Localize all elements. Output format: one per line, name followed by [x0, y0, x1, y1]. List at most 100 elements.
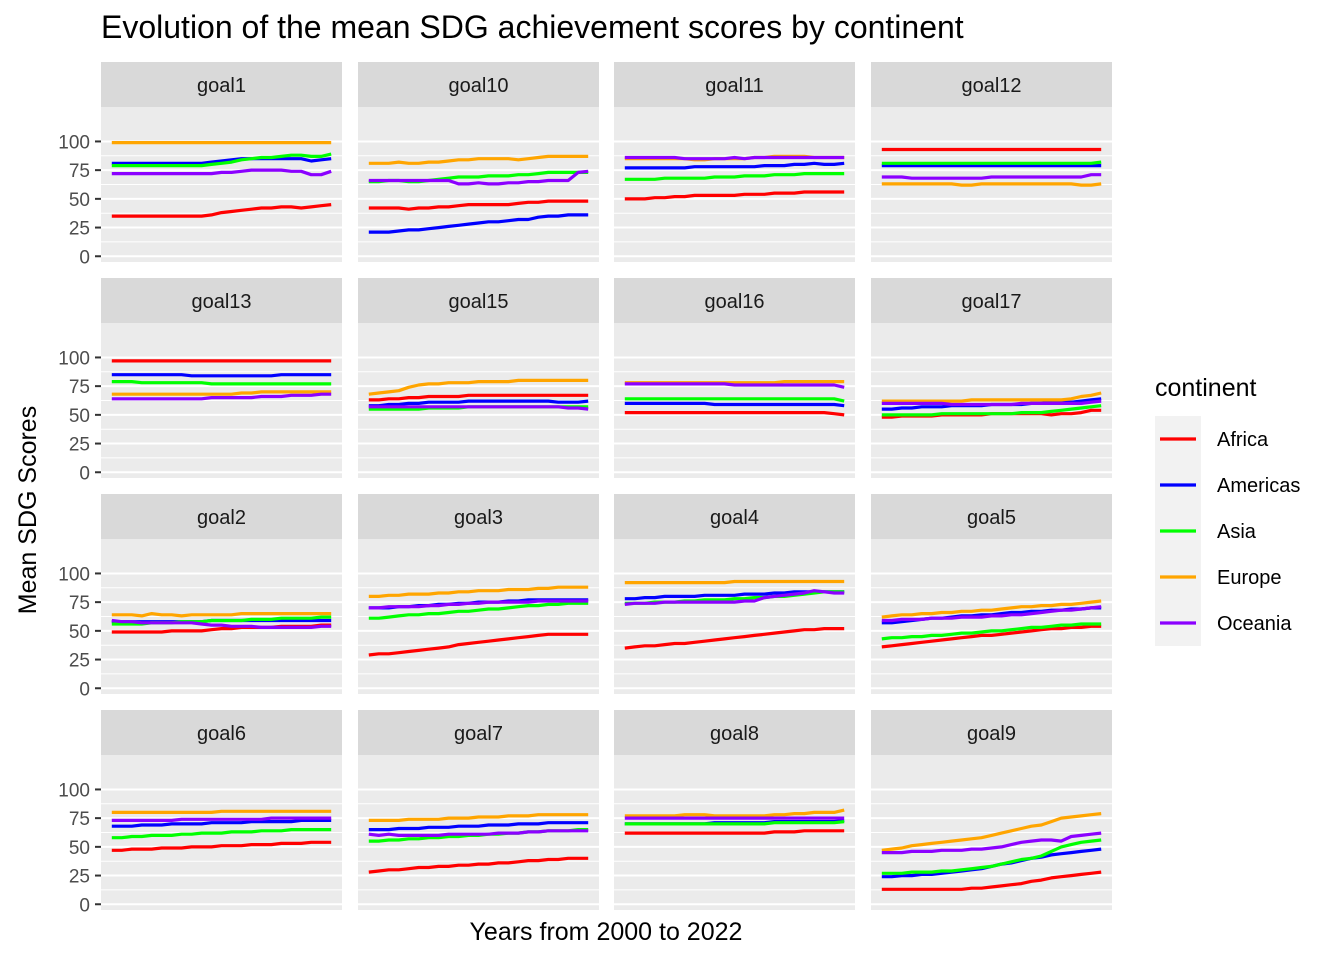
- facet-strip-label: goal3: [454, 507, 503, 529]
- facet-strip-label: goal15: [448, 291, 508, 313]
- series-line-asia: [111, 828, 332, 840]
- y-tick-label: 25: [69, 435, 90, 456]
- facet-strip-label: goal7: [454, 723, 503, 745]
- series-line-asia: [881, 622, 1102, 641]
- y-tick-label: 75: [69, 377, 90, 398]
- series-line-africa: [111, 203, 332, 218]
- legend-item-asia: Asia: [1155, 508, 1257, 554]
- facet-strip-label: goal10: [448, 75, 508, 97]
- facet-strip-label: goal17: [961, 291, 1021, 313]
- panel-goal13: goal13 0 25 50 75 100: [58, 278, 342, 484]
- series-line-asia: [881, 404, 1102, 417]
- panel-goal5: goal5: [871, 494, 1112, 694]
- series-line-americas: [111, 373, 332, 378]
- facet-strip: [358, 710, 599, 755]
- legend-label: Asia: [1217, 521, 1257, 543]
- legend-item-africa: Africa: [1155, 416, 1269, 462]
- legend-items: Africa Americas Asia Europe Oceania: [1155, 416, 1300, 646]
- facet-strip: [614, 494, 855, 539]
- series-line-europe: [368, 813, 589, 822]
- panel-goal17: goal17: [871, 278, 1112, 478]
- y-tick-label: 25: [69, 219, 90, 240]
- legend-item-europe: Europe: [1155, 554, 1282, 600]
- panel-goal6: goal6 0 25 50 75 100: [58, 710, 342, 916]
- facet-strip-label: goal2: [197, 507, 246, 529]
- series-line-asia: [881, 838, 1102, 875]
- series-line-americas: [368, 399, 589, 408]
- series-line-europe: [881, 812, 1102, 852]
- series-line-oceania: [624, 382, 845, 389]
- panel-goal9: goal9: [871, 710, 1112, 910]
- facet-strip: [101, 278, 342, 323]
- facet-strip: [614, 278, 855, 323]
- y-tick-label: 100: [58, 132, 90, 153]
- series-line-oceania: [111, 618, 332, 629]
- chart-title: Evolution of the mean SDG achievement sc…: [101, 9, 964, 45]
- series-line-europe: [624, 579, 845, 585]
- y-tick-label: 0: [79, 679, 90, 700]
- series-line-oceania: [368, 829, 589, 837]
- y-tick-label: 75: [69, 593, 90, 614]
- series-line-oceania: [624, 589, 845, 606]
- facet-strip: [614, 710, 855, 755]
- series-line-africa: [624, 190, 845, 201]
- series-line-americas: [368, 213, 589, 234]
- legend-title: continent: [1155, 374, 1257, 402]
- facet-strip-label: goal9: [967, 723, 1016, 745]
- y-tick-label: 100: [58, 348, 90, 369]
- facet-strip-label: goal11: [705, 75, 764, 97]
- series-line-asia: [111, 152, 332, 168]
- legend-label: Oceania: [1217, 613, 1292, 635]
- y-tick-label: 25: [69, 651, 90, 672]
- facet-strip-label: goal16: [704, 291, 764, 313]
- facet-strip-label: goal5: [967, 507, 1016, 529]
- series-line-americas: [111, 818, 332, 828]
- legend-label: Africa: [1217, 429, 1269, 451]
- series-line-oceania: [881, 173, 1102, 180]
- panel-goal12: goal12: [871, 62, 1112, 262]
- series-line-africa: [881, 624, 1102, 649]
- series-line-africa: [624, 829, 845, 835]
- series-line-americas: [111, 157, 332, 165]
- panel-goal8: goal8: [614, 710, 855, 910]
- series-line-oceania: [111, 168, 332, 177]
- facet-strip: [871, 710, 1112, 755]
- y-tick-label: 25: [69, 867, 90, 888]
- series-line-africa: [881, 870, 1102, 891]
- panel-goal3: goal3: [358, 494, 599, 694]
- panel-goal10: goal10: [358, 62, 599, 262]
- legend: continent Africa Americas Asia Europe Oceani…: [1155, 374, 1300, 646]
- facet-strip-label: goal1: [197, 75, 246, 97]
- facet-strip-label: goal8: [710, 723, 759, 745]
- panel-goal7: goal7: [358, 710, 599, 910]
- facet-strip: [358, 62, 599, 107]
- series-line-europe: [111, 809, 332, 814]
- series-line-africa: [368, 393, 589, 402]
- series-line-europe: [881, 391, 1102, 403]
- facet-strip: [614, 62, 855, 107]
- series-line-europe: [368, 154, 589, 165]
- panel-goal4: goal4: [614, 494, 855, 694]
- facet-strip: [101, 494, 342, 539]
- facet-strip: [101, 710, 342, 755]
- facet-strip: [358, 278, 599, 323]
- series-line-africa: [368, 632, 589, 657]
- series-line-americas: [624, 161, 845, 170]
- x-axis-label: Years from 2000 to 2022: [470, 918, 743, 946]
- series-line-oceania: [881, 831, 1102, 855]
- series-line-oceania: [368, 405, 589, 411]
- legend-label: Europe: [1217, 567, 1282, 589]
- series-line-europe: [368, 585, 589, 598]
- y-tick-label: 75: [69, 809, 90, 830]
- series-line-europe: [368, 378, 589, 396]
- series-line-africa: [111, 840, 332, 852]
- y-tick-label: 100: [58, 780, 90, 801]
- facet-strip: [358, 494, 599, 539]
- y-axis-label: Mean SDG Scores: [14, 406, 42, 614]
- series-line-asia: [368, 601, 589, 620]
- facet-strip: [871, 278, 1112, 323]
- facet-strip: [871, 494, 1112, 539]
- y-tick-label: 0: [79, 895, 90, 916]
- series-line-americas: [368, 821, 589, 832]
